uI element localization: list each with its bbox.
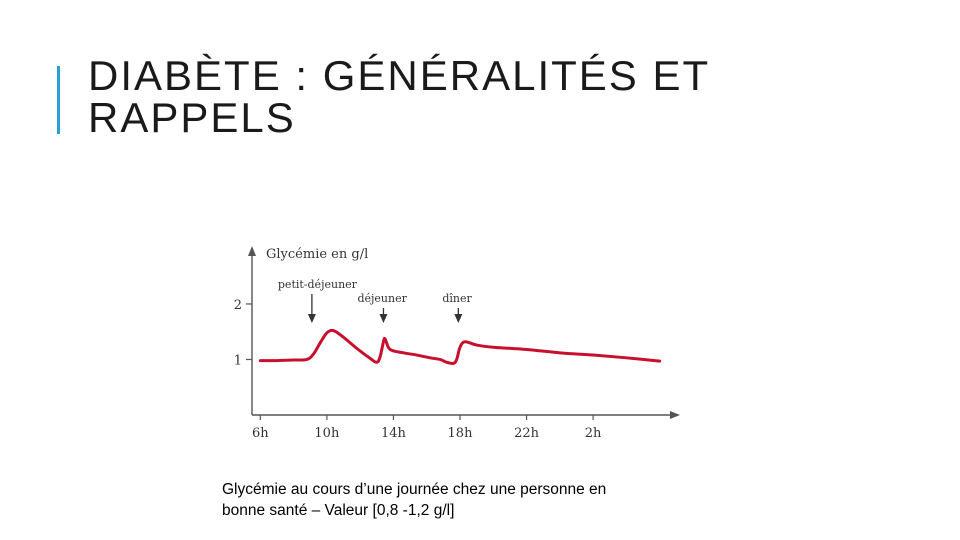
x-axis-arrow [670,411,680,419]
y-axis-arrow [248,246,256,256]
x-tick-label: 10h [314,426,340,441]
meal-marker-label: dîner [442,292,472,305]
x-tick-label: 22h [514,426,540,441]
meal-marker-arrow-head [454,314,463,323]
x-tick-label: 18h [448,426,474,441]
meal-marker-arrow-head [379,314,388,323]
meal-marker-label: petit-déjeuner [278,278,358,291]
y-tick-label: 2 [234,298,242,313]
meal-marker-label: déjeuner [357,292,407,305]
glycemia-chart: Glycémie en g/l 6h 10h 14h 18h 22h 2h 1 2 petit… [218,236,683,444]
meal-marker-arrow-head [307,314,316,323]
glycemia-series-line [258,328,662,365]
x-tick-label: 6h [252,426,269,441]
y-tick-label: 1 [234,353,242,368]
slide-title: DIABÈTE : GÉNÉRALITÉS ET RAPPELS [88,52,710,141]
x-tick-label: 14h [381,426,407,441]
title-accent-bar [57,66,60,134]
chart-svg: Glycémie en g/l 6h 10h 14h 18h 22h 2h 1 2 petit… [218,236,683,444]
chart-caption: Glycémie au cours d’une journée chez une… [222,481,607,519]
ticks-layer: 6h 10h 14h 18h 22h 2h 1 2 [234,298,602,441]
x-tick-label: 2h [585,426,602,441]
y-axis-label: Glycémie en g/l [266,247,368,262]
chart-background [218,236,683,444]
